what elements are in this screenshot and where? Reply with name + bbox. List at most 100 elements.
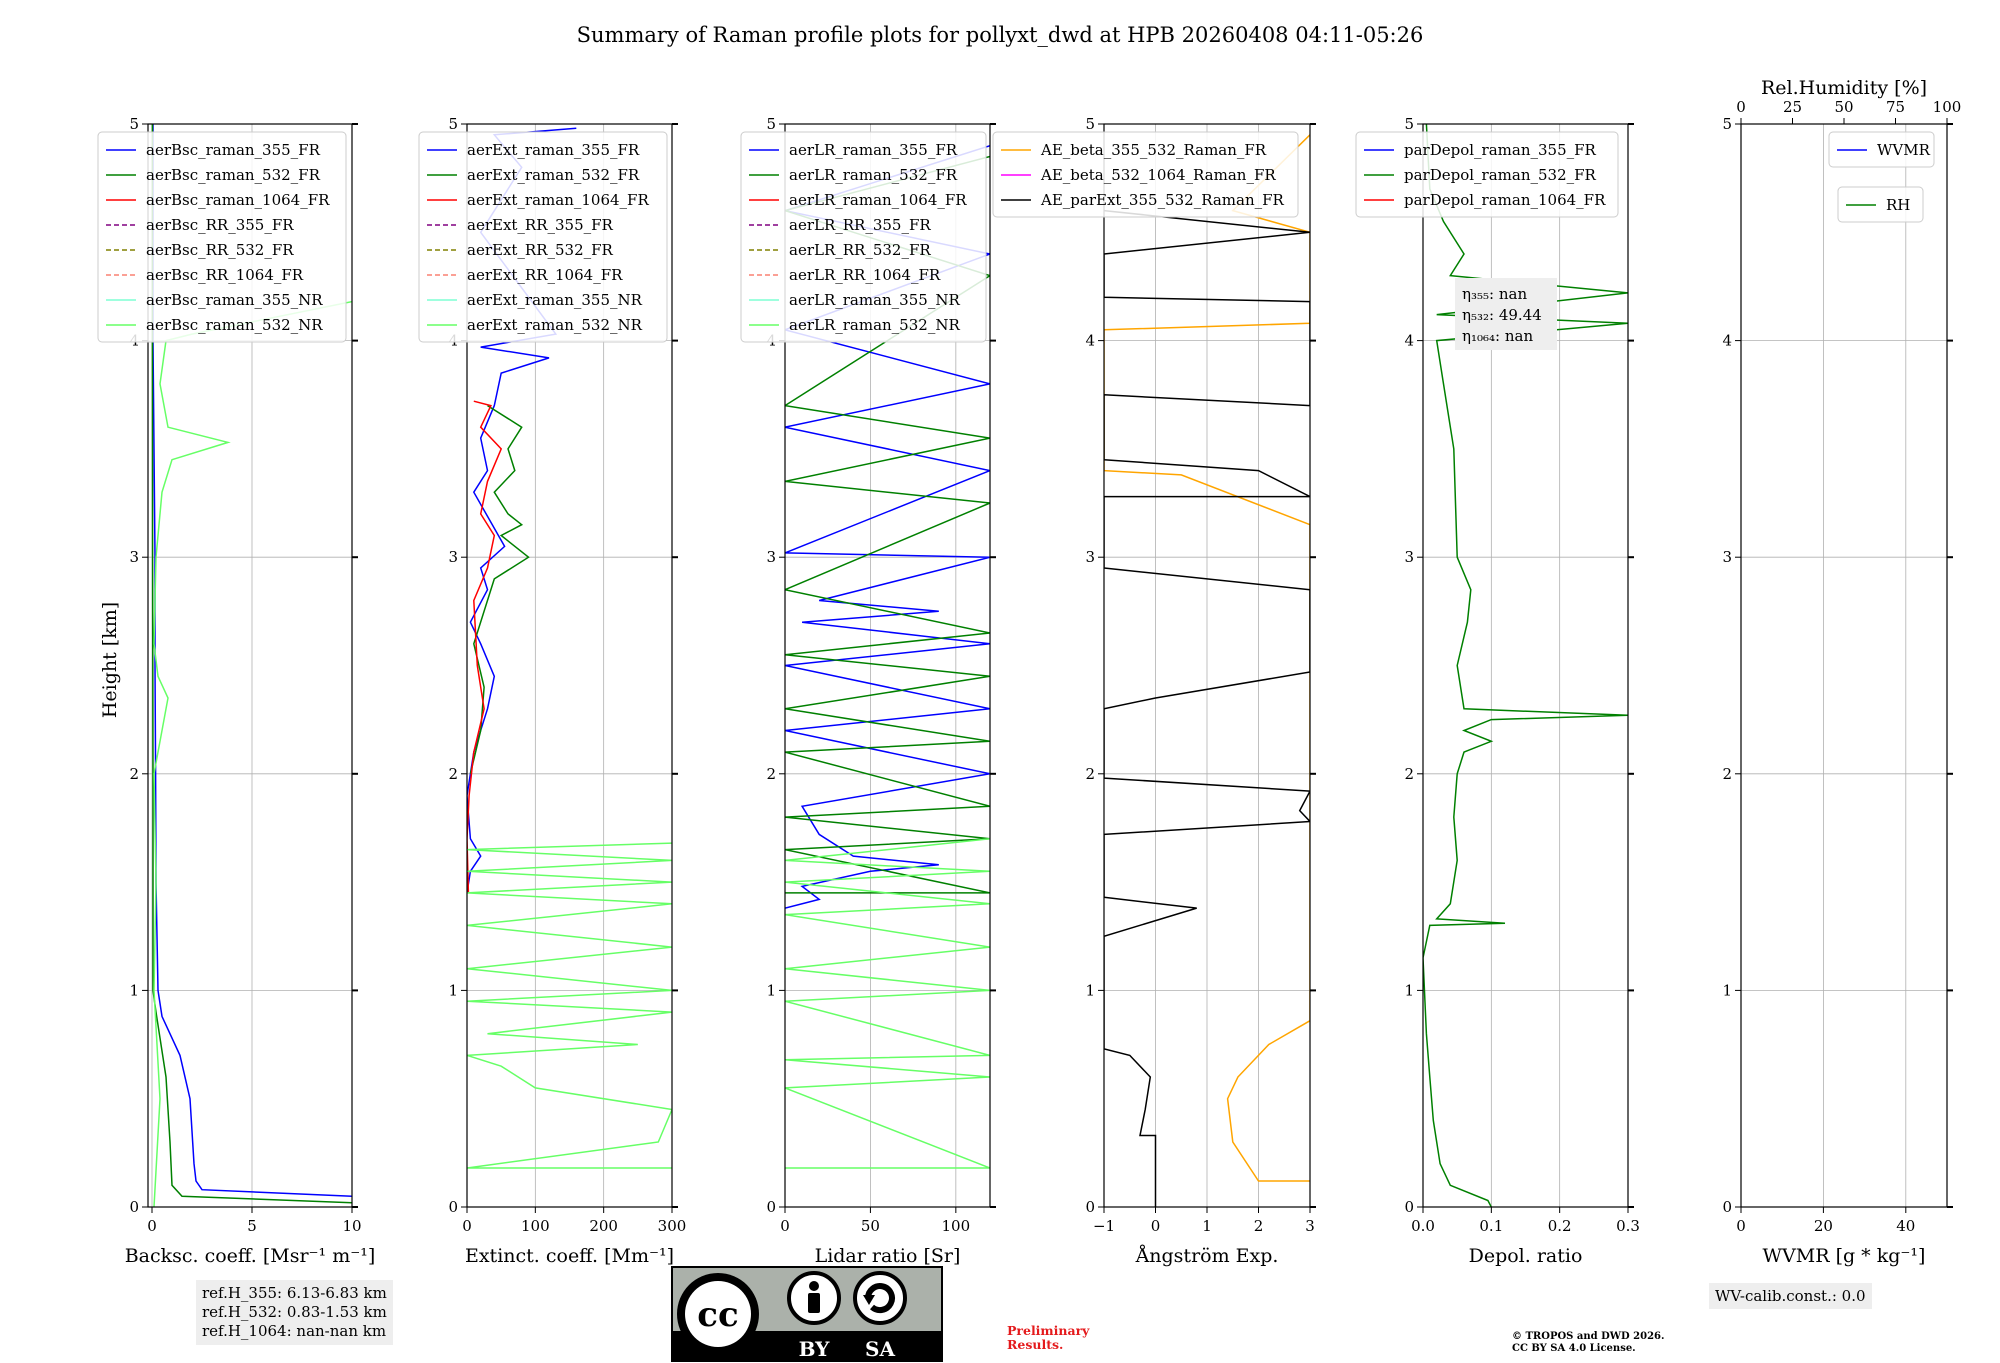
ref-height-532: ref.H_532: 0.83-1.53 km	[202, 1303, 387, 1321]
x-tick-label: 0.0	[1411, 1217, 1435, 1235]
legend-label: aerExt_raman_355_FR	[467, 141, 640, 159]
legend-box	[992, 131, 1299, 218]
x-tick-label: 5	[247, 1217, 257, 1235]
legend-label: aerBsc_raman_1064_FR	[146, 191, 330, 209]
y-tick-label: 0	[766, 1198, 776, 1216]
legend-label: aerExt_RR_1064_FR	[467, 266, 623, 284]
axes-frame	[466, 123, 673, 1208]
legend-label: aerExt_raman_532_NR	[467, 316, 643, 334]
x-tick-label: 100	[521, 1217, 550, 1235]
x-tick-label: 200	[589, 1217, 618, 1235]
x-tick-label: 40	[1896, 1217, 1915, 1235]
legend-label: aerBsc_RR_1064_FR	[146, 266, 304, 284]
series-line-aerLR_raman_532_NR	[785, 838, 990, 1169]
x-tick-label: 0.1	[1479, 1217, 1503, 1235]
top-x-axis-label: Rel.Humidity [%]	[1761, 77, 1927, 99]
y-tick-label: 3	[1085, 548, 1095, 566]
y-tick-label: 1	[766, 981, 776, 999]
y-tick-label: 5	[1404, 115, 1414, 133]
legend-label: AE_beta_532_1064_Raman_FR	[1040, 166, 1276, 184]
top-x-tick-label: 50	[1834, 98, 1853, 116]
x-axis-label: Lidar ratio [Sr]	[815, 1245, 961, 1267]
x-tick-label: 0.3	[1616, 1217, 1640, 1235]
y-tick-label: 4	[1722, 332, 1732, 350]
y-tick-label: 5	[1722, 115, 1732, 133]
y-tick-label: 1	[1085, 981, 1095, 999]
y-tick-label: 1	[1404, 981, 1414, 999]
x-axis-label: Ångström Exp.	[1135, 1245, 1279, 1267]
legend-box	[1355, 131, 1619, 218]
x-tick-label: 100	[942, 1217, 971, 1235]
y-tick-label: 1	[448, 981, 458, 999]
legend-label: aerLR_raman_1064_FR	[789, 191, 967, 209]
legend-label: aerExt_RR_532_FR	[467, 241, 614, 259]
legend-box	[418, 131, 668, 343]
copyright-line-2: CC BY SA 4.0 License.	[1512, 1343, 1636, 1354]
series-line-aerExt_raman_1064_FR	[467, 400, 503, 893]
y-tick-label: 3	[766, 548, 776, 566]
cc-logo-icon	[685, 1281, 751, 1347]
x-tick-label: 0	[147, 1217, 157, 1235]
y-tick-label: 4	[1085, 332, 1095, 350]
y-tick-label: 5	[448, 115, 458, 133]
series-line-aerExt_raman_532_NR	[467, 842, 672, 1169]
y-tick-label: 2	[1085, 765, 1095, 783]
x-tick-label: 1	[1202, 1217, 1212, 1235]
preliminary-line-1: Preliminary	[1007, 1323, 1090, 1338]
reference-heights-box: ref.H_355: 6.13-6.83 km ref.H_532: 0.83-…	[196, 1280, 393, 1345]
legend-label: aerLR_RR_1064_FR	[789, 266, 941, 284]
share-alike-arrow	[865, 1283, 895, 1314]
panel-water-vapour: 0 20 40 0 1 2 3 4 5 WVMR [g * kg⁻¹] 0 25 50 75 100 Rel.…	[1722, 77, 1961, 1267]
preliminary-results-note: Preliminary Results.	[1007, 1324, 1089, 1352]
x-tick-label: 0	[1151, 1217, 1161, 1235]
plot-area	[151, 124, 352, 1207]
y-tick-label: 3	[1404, 548, 1414, 566]
legend-label: aerExt_raman_355_NR	[467, 291, 643, 309]
legend-label: aerLR_RR_355_FR	[789, 216, 931, 234]
x-tick-label: 50	[861, 1217, 880, 1235]
series-line-AE_parExt_355_532_Raman_FR	[1104, 209, 1310, 1207]
depol-annotation-box	[1455, 278, 1557, 350]
attribution-icon-body	[808, 1293, 820, 1313]
legend-label: aerExt_RR_355_FR	[467, 216, 614, 234]
y-tick-label: 3	[448, 548, 458, 566]
depol-annotation-line: η₁₀₆₄: nan	[1462, 327, 1533, 345]
series-line-aerExt_raman_532_FR	[469, 404, 530, 774]
y-tick-label: 2	[1404, 765, 1414, 783]
y-tick-label: 0	[1085, 1198, 1095, 1216]
y-tick-label: 5	[1085, 115, 1095, 133]
series-line-aerLR_raman_355_FR	[785, 144, 990, 909]
y-axis-label: Height [km]	[99, 602, 121, 718]
legend-box	[740, 131, 987, 343]
x-tick-label: 0	[1736, 1217, 1746, 1235]
legend-label: aerLR_raman_532_FR	[789, 166, 958, 184]
y-tick-label: 0	[1404, 1198, 1414, 1216]
ref-height-1064: ref.H_1064: nan-nan km	[202, 1322, 387, 1340]
top-x-tick-label: 25	[1783, 98, 1802, 116]
series-line-aerBsc_raman_532_NR	[153, 300, 352, 1207]
wv-calibration-constant: WV-calib.const.: 0.0	[1709, 1283, 1872, 1309]
plot-area	[1104, 134, 1310, 1207]
legend-label: aerExt_raman_1064_FR	[467, 191, 649, 209]
x-tick-label: 300	[658, 1217, 687, 1235]
y-tick-label: 3	[129, 548, 139, 566]
series-line-aerBsc_raman_532_FR	[151, 124, 352, 1204]
share-alike-arrowhead	[863, 1295, 875, 1305]
y-tick-label: 0	[448, 1198, 458, 1216]
figure-title: Summary of Raman profile plots for polly…	[577, 23, 1424, 47]
y-tick-label: 1	[1722, 981, 1732, 999]
top-x-tick-label: 75	[1886, 98, 1905, 116]
x-tick-label: 2	[1254, 1217, 1264, 1235]
legend-label: aerExt_raman_532_FR	[467, 166, 640, 184]
y-tick-label: 0	[1722, 1198, 1732, 1216]
legend-label: aerLR_raman_355_NR	[789, 291, 960, 309]
top-x-tick-label: 100	[1933, 98, 1962, 116]
y-tick-label: 4	[1404, 332, 1414, 350]
y-tick-label: 0	[129, 1198, 139, 1216]
x-axis-label: Backsc. coeff. [Msr⁻¹ m⁻¹]	[125, 1245, 376, 1267]
legend-box	[1837, 186, 1924, 223]
legend-label: AE_parExt_355_532_Raman_FR	[1040, 191, 1285, 209]
copyright-notice: © TROPOS and DWD 2026. CC BY SA 4.0 Lice…	[1512, 1331, 1664, 1355]
y-tick-label: 3	[1722, 548, 1732, 566]
